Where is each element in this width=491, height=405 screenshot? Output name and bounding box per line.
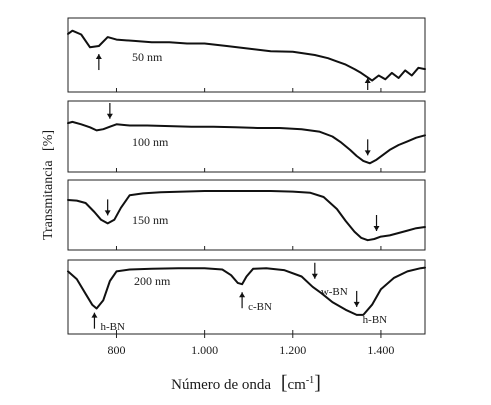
x-tick-label: 1.400 <box>367 343 394 357</box>
y-axis-label: Transmitancia [%] <box>41 130 56 240</box>
panel-label: 50 nm <box>132 50 163 64</box>
peak-arrowhead <box>95 54 102 60</box>
x-axis-unit-exponent: -1 <box>306 375 314 386</box>
peak-annotation <box>95 54 102 71</box>
x-tick-label: 1.200 <box>279 343 306 357</box>
y-axis-unit: [%] <box>41 130 56 151</box>
x-axis-label: Número de onda [cm-1] <box>171 372 321 394</box>
peak-arrowhead <box>91 312 98 318</box>
panel-1: 50 nm <box>67 17 426 93</box>
panel-label: 200 nm <box>134 274 171 288</box>
panel-label: 150 nm <box>132 213 169 227</box>
spectrum-line <box>67 266 426 316</box>
peak-arrowhead <box>373 226 380 231</box>
peak-label: c-BN <box>248 301 272 313</box>
x-axis-unit-base: cm <box>288 377 307 393</box>
peak-arrowhead <box>364 150 371 156</box>
peak-label: h-BN <box>363 314 388 326</box>
panel-frame <box>67 259 426 335</box>
peak-annotation <box>364 139 371 156</box>
peak-annotation: w-BN <box>311 262 348 298</box>
panel-4: 200 nm h-BN c-BN w-BN h-BN <box>67 259 426 335</box>
spectrum-line <box>67 190 426 242</box>
peak-label: h-BN <box>100 321 125 333</box>
x-axis-unit-bracket-open: [ <box>281 372 288 394</box>
spectrum-line <box>67 120 426 165</box>
panel-3: 150 nm <box>67 179 426 251</box>
panel-frame <box>67 179 426 251</box>
x-axis-label-text: Número de onda <box>171 377 271 393</box>
x-tick-label: 800 <box>107 343 125 357</box>
peak-arrowhead <box>239 292 246 298</box>
panel-2: 100 nm <box>67 100 426 173</box>
x-axis: 800 1.000 1.200 1.400 <box>107 334 394 357</box>
peak-annotation <box>106 103 113 119</box>
peak-annotation <box>104 199 111 216</box>
x-tick-label: 1.000 <box>191 343 218 357</box>
peak-arrowhead <box>353 301 360 307</box>
spectra-panels: 50 nm 100 nm 150 nm 200 nm h-BN c-BN w-BN h-BN <box>67 17 426 335</box>
panel-label: 100 nm <box>132 135 169 149</box>
y-axis-label-text: Transmitancia <box>41 160 56 240</box>
peak-annotation <box>373 215 380 231</box>
peak-label: w-BN <box>321 286 348 298</box>
x-axis-unit-bracket-close: ] <box>314 372 321 394</box>
panel-frame <box>67 17 426 93</box>
peak-arrowhead <box>364 78 371 83</box>
peak-arrowhead <box>311 273 318 279</box>
peak-annotation: h-BN <box>91 312 125 333</box>
peak-annotation: h-BN <box>353 290 388 326</box>
spectrum-line <box>67 29 426 82</box>
peak-arrowhead <box>104 210 111 216</box>
peak-annotation: c-BN <box>239 292 272 313</box>
peak-annotation <box>364 78 371 90</box>
panel-frame <box>67 100 426 173</box>
peak-arrowhead <box>106 113 113 119</box>
